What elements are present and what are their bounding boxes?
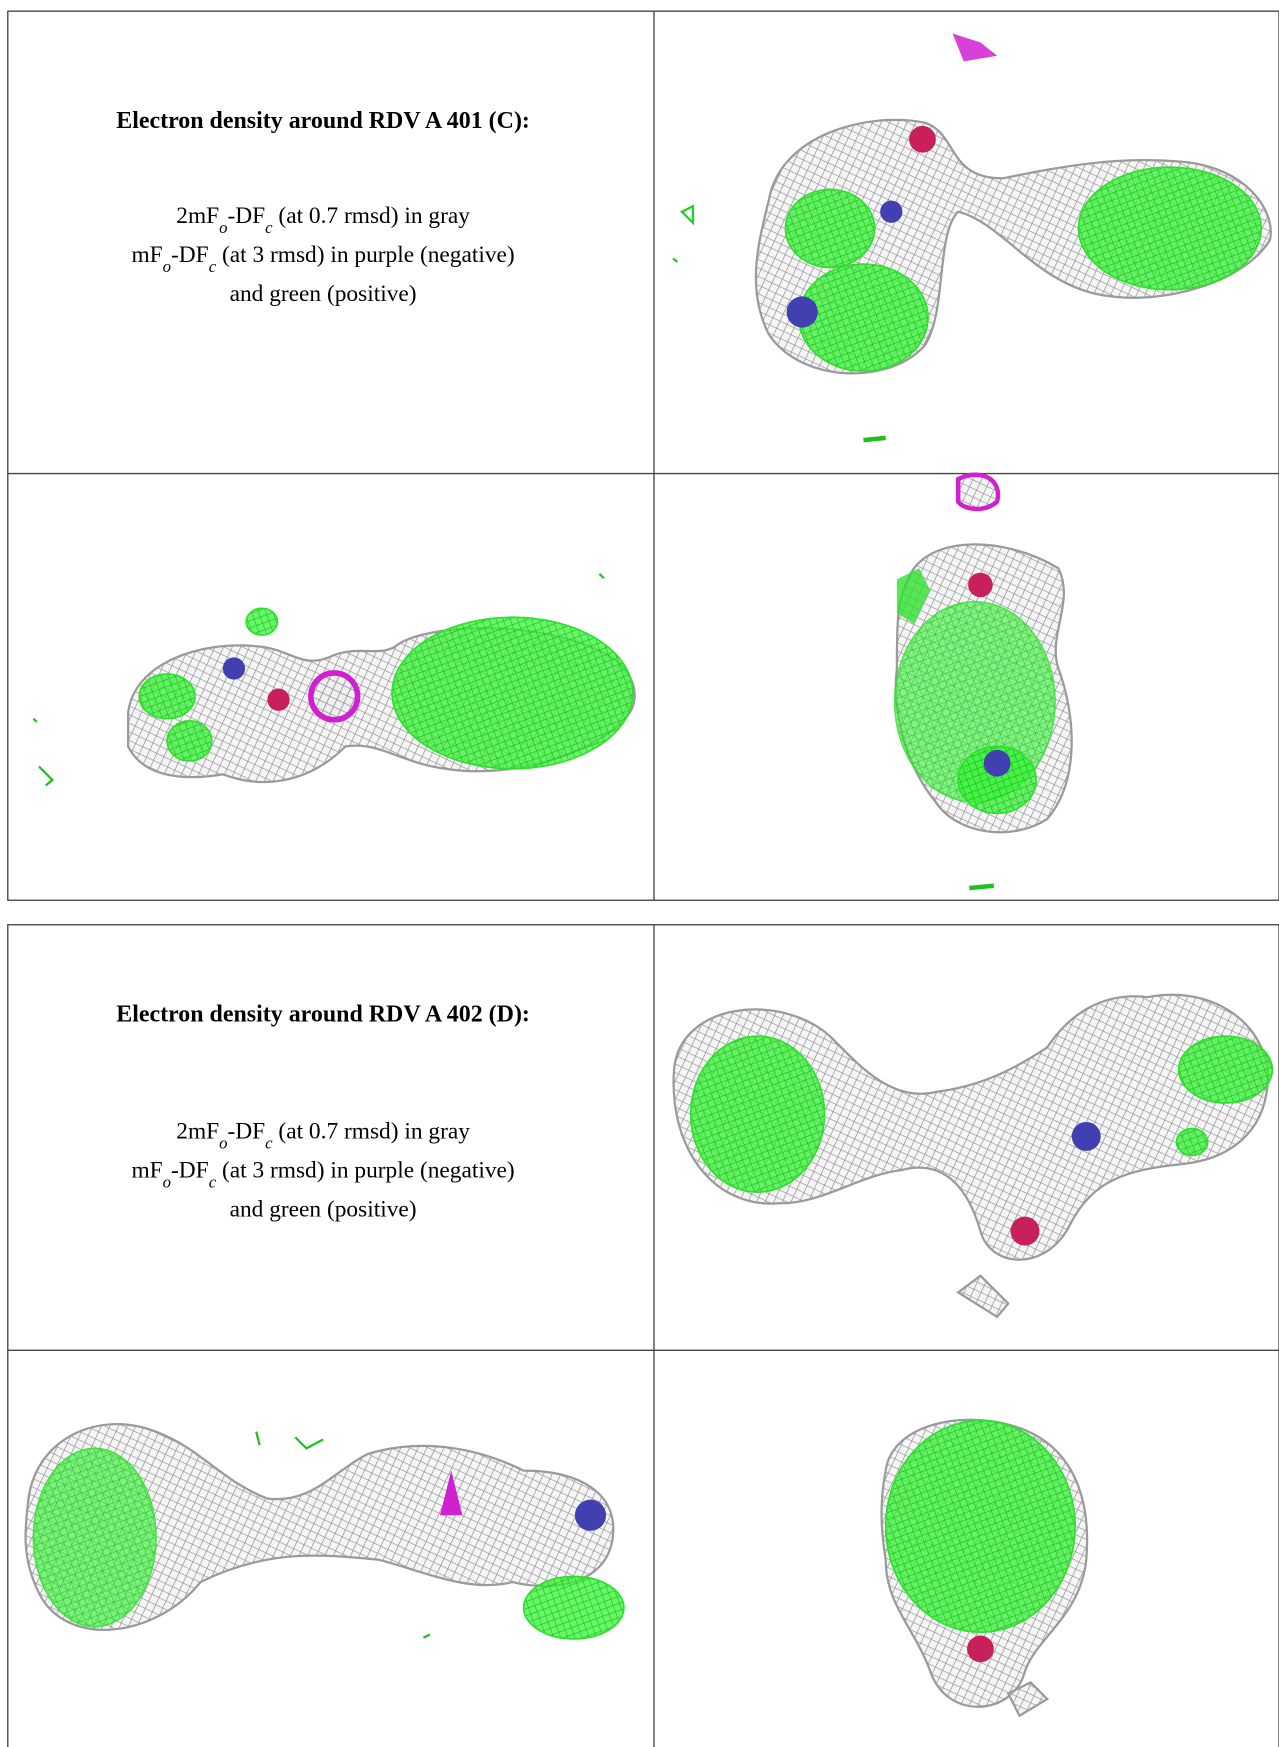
subscript: c — [209, 256, 217, 275]
subscript: o — [163, 256, 171, 275]
caption-line: and green (positive) — [230, 1197, 417, 1223]
caption-line: and green (positive) — [230, 281, 417, 307]
caption-text: -DF — [171, 242, 209, 268]
density-image — [880, 1418, 1089, 1718]
caption-text: -DF — [171, 1158, 209, 1184]
section-title: Electron density around RDV A 401 (C): — [116, 108, 530, 134]
caption-line: mFo-DFc (at 3 rmsd) in purple (negative) — [131, 242, 514, 275]
caption-text: mF — [131, 1158, 162, 1184]
density-image — [672, 33, 1272, 443]
caption-text: (at 3 rmsd) in purple (negative) — [216, 242, 515, 268]
captions: Electron density around RDV A 401 (C): 2m… — [116, 108, 530, 1222]
subscript: o — [219, 1133, 227, 1152]
caption-text: -DF — [227, 203, 265, 229]
density-image — [24, 1423, 625, 1640]
subscript: c — [265, 1133, 273, 1152]
caption-line: 2mFo-DFc (at 0.7 rmsd) in gray — [176, 203, 470, 237]
density-image — [32, 573, 636, 787]
caption-text: and green (positive) — [230, 281, 417, 307]
table-frame — [7, 10, 1279, 901]
caption-text: and green (positive) — [230, 1197, 417, 1223]
caption-text: -DF — [227, 1119, 265, 1145]
table-frame — [7, 924, 1279, 1747]
caption-text: 2mF — [176, 1119, 219, 1145]
subscript: o — [219, 217, 227, 236]
subscript: o — [163, 1172, 171, 1191]
density-image — [893, 472, 1073, 891]
caption-text: (at 3 rmsd) in purple (negative) — [216, 1158, 515, 1184]
caption-text: (at 0.7 rmsd) in gray — [273, 1119, 471, 1145]
caption-text: (at 0.7 rmsd) in gray — [273, 203, 471, 229]
table-borders — [7, 10, 1279, 1747]
caption-text: mF — [131, 242, 162, 268]
subscript: c — [265, 217, 273, 236]
caption-text: 2mF — [176, 203, 219, 229]
caption-line: mFo-DFc (at 3 rmsd) in purple (negative) — [131, 1158, 514, 1192]
caption-line: 2mFo-DFc (at 0.7 rmsd) in gray — [176, 1119, 470, 1152]
section-title: Electron density around RDV A 402 (D): — [116, 1002, 530, 1028]
subscript: c — [209, 1172, 217, 1191]
density-image — [672, 993, 1274, 1319]
